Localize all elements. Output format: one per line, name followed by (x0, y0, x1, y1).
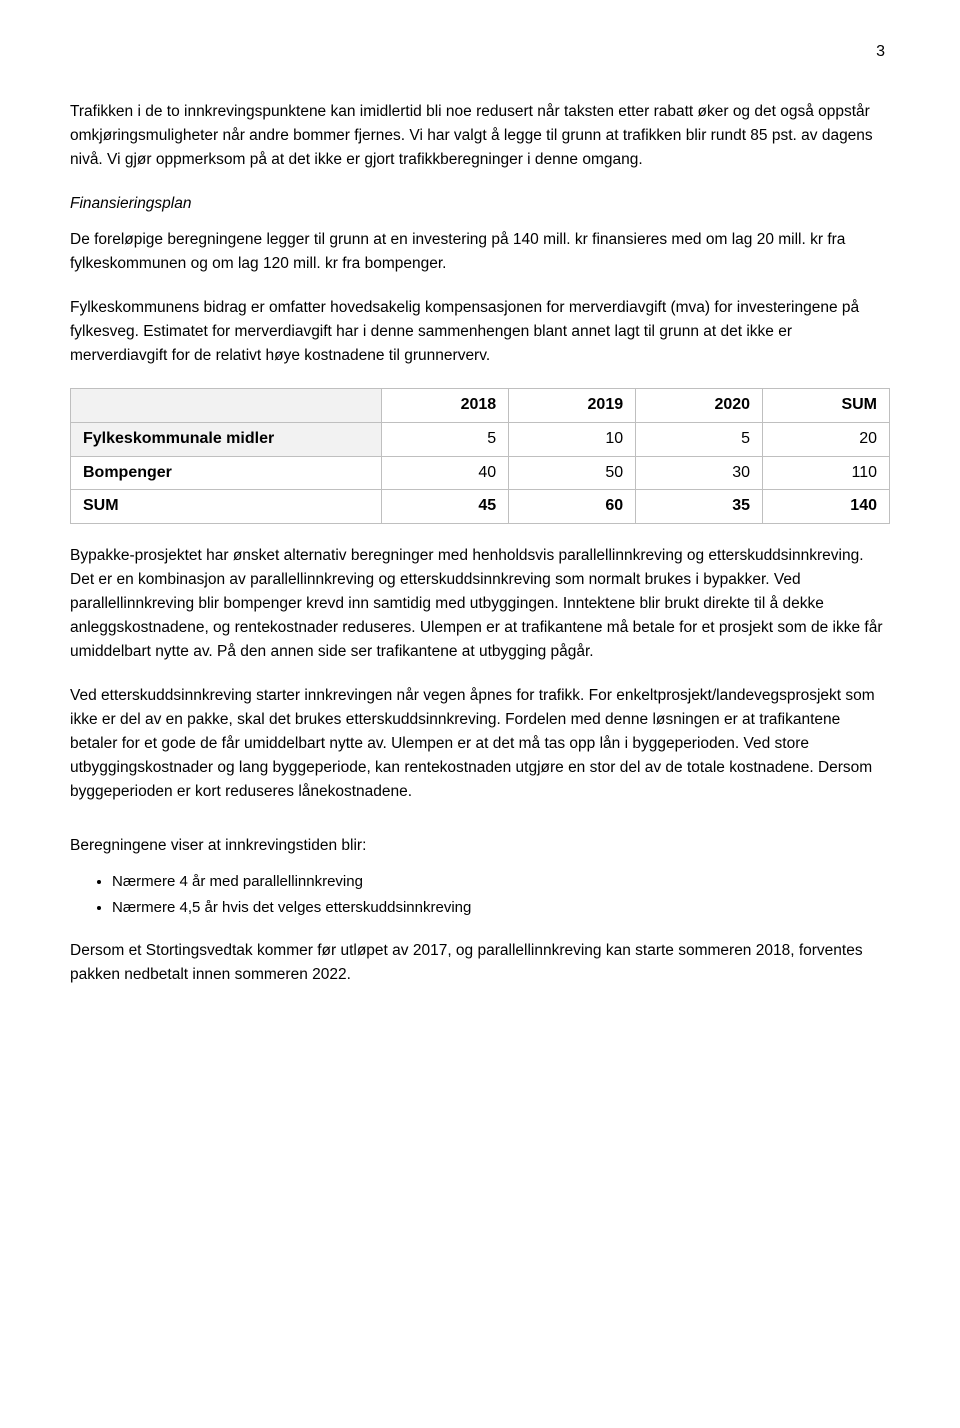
table-cell: 35 (636, 490, 763, 524)
row-label-fylkeskommunale: Fylkeskommunale midler (71, 422, 382, 456)
table-col-2018: 2018 (382, 388, 509, 422)
financing-table: 2018 2019 2020 SUM Fylkeskommunale midle… (70, 388, 890, 524)
table-cell: 30 (636, 456, 763, 490)
row-label-sum: SUM (71, 490, 382, 524)
section-heading-finansieringsplan: Finansieringsplan (70, 192, 890, 216)
paragraph-financing-2: Fylkeskommunens bidrag er omfatter hoved… (70, 296, 890, 368)
table-cell: 10 (509, 422, 636, 456)
list-item: Nærmere 4,5 år hvis det velges etterskud… (112, 896, 890, 919)
table-col-2019: 2019 (509, 388, 636, 422)
table-cell: 45 (382, 490, 509, 524)
list-item: Nærmere 4 år med parallellinnkreving (112, 870, 890, 893)
table-col-2020: 2020 (636, 388, 763, 422)
table-cell: 50 (509, 456, 636, 490)
paragraph-conclusion: Dersom et Stortingsvedtak kommer før utl… (70, 939, 890, 987)
table-cell: 5 (636, 422, 763, 456)
row-label-bompenger: Bompenger (71, 456, 382, 490)
table-row: Fylkeskommunale midler 5 10 5 20 (71, 422, 890, 456)
table-cell: 60 (509, 490, 636, 524)
paragraph-financing-1: De foreløpige beregningene legger til gr… (70, 228, 890, 276)
results-intro: Beregningene viser at innkrevingstiden b… (70, 834, 890, 858)
table-corner-cell (71, 388, 382, 422)
table-cell: 20 (763, 422, 890, 456)
paragraph-intro: Trafikken i de to innkrevingspunktene ka… (70, 100, 890, 172)
paragraph-etterskudd: Ved etterskuddsinnkreving starter innkre… (70, 684, 890, 804)
table-cell: 110 (763, 456, 890, 490)
paragraph-bypakke: Bypakke-prosjektet har ønsket alternativ… (70, 544, 890, 664)
table-cell: 140 (763, 490, 890, 524)
table-row-sum: SUM 45 60 35 140 (71, 490, 890, 524)
table-col-sum: SUM (763, 388, 890, 422)
table-cell: 5 (382, 422, 509, 456)
results-list: Nærmere 4 år med parallellinnkreving Nær… (112, 870, 890, 919)
page-number: 3 (70, 40, 890, 65)
table-row: Bompenger 40 50 30 110 (71, 456, 890, 490)
table-cell: 40 (382, 456, 509, 490)
